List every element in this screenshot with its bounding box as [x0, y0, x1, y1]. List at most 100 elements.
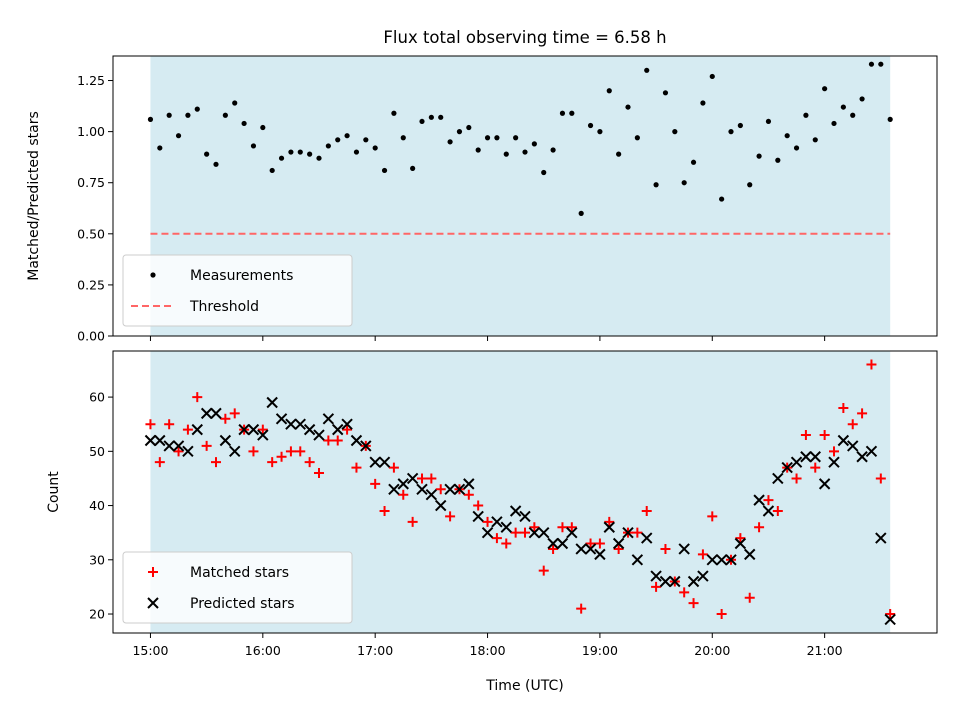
matched-star-point [192, 392, 203, 403]
predicted-star-point [884, 613, 896, 626]
measurement-point [204, 151, 210, 157]
matched-star-point [557, 522, 568, 533]
measurement-point [157, 145, 163, 151]
legend-plus-symbol [148, 567, 158, 577]
matched-star-point [398, 489, 409, 500]
x-tick-label: 16:00 [245, 643, 281, 658]
matched-star-point [473, 500, 484, 511]
predicted-star-point [800, 451, 812, 463]
predicted-star-point [481, 526, 494, 539]
predicted-star-point [547, 537, 559, 550]
matched-star-point [885, 609, 896, 620]
legend-box [122, 254, 353, 327]
predicted-star-point [163, 440, 175, 452]
matched-star-point [566, 522, 577, 533]
predicted-star-point [538, 526, 550, 539]
measurement-point [756, 153, 762, 159]
measurement-point [522, 149, 528, 155]
predicted-star-point [509, 505, 522, 517]
measurement-point [859, 96, 865, 102]
matched-star-point [154, 457, 165, 468]
measurement-point [700, 100, 706, 106]
predicted-star-point [378, 456, 391, 468]
legend-label: Measurements [190, 268, 293, 284]
measurement-point [644, 67, 650, 73]
measurement-point [822, 86, 828, 92]
matched-star-point [829, 446, 839, 457]
predicted-star-point [659, 575, 672, 588]
predicted-star-point [687, 575, 700, 588]
plot-frame [112, 55, 938, 337]
measurement-point [840, 104, 846, 110]
predicted-star-point [435, 499, 447, 512]
measurement-point [803, 112, 809, 118]
predicted-star-point [322, 413, 335, 425]
matched-star-point [285, 446, 296, 457]
predicted-star-point [594, 548, 606, 561]
matched-star-point [248, 446, 259, 457]
matched-star-point [800, 430, 811, 441]
measurement-point [372, 145, 378, 151]
predicted-star-point [219, 434, 232, 447]
measurement-point [269, 167, 275, 174]
measurement-point [391, 110, 397, 116]
predicted-star-point [622, 526, 634, 539]
measurement-point [887, 116, 893, 122]
matched-star-point [332, 435, 343, 446]
predicted-star-point [144, 434, 157, 447]
legend-label: Threshold [189, 299, 259, 315]
y-tick-label: 1.25 [77, 73, 105, 88]
predicted-star-point [584, 543, 597, 555]
predicted-star-point [875, 532, 887, 544]
predicted-star-point [865, 445, 878, 458]
predicted-star-point [697, 570, 709, 582]
matched-star-point [295, 446, 306, 457]
predicted-star-point [369, 456, 381, 468]
predicted-star-point [247, 423, 260, 436]
matched-star-point [651, 581, 662, 592]
predicted-star-point [847, 440, 859, 452]
matched-star-point [847, 419, 858, 430]
matched-star-point [201, 440, 212, 451]
measurement-point [878, 61, 884, 67]
measurement-point [578, 210, 584, 216]
predicted-star-point [341, 418, 353, 430]
matched-star-point [875, 473, 886, 484]
measurement-point [690, 159, 697, 165]
predicted-star-point [154, 434, 166, 447]
matched-star-point [604, 516, 615, 527]
measurement-point [812, 137, 818, 143]
matched-star-point [660, 543, 671, 554]
measurement-point [400, 135, 406, 141]
measurement-point [232, 100, 238, 106]
measurement-point [325, 143, 331, 149]
predicted-star-point [566, 526, 578, 539]
matched-star-point [491, 533, 502, 544]
predicted-star-point [313, 429, 325, 441]
measurement-point [419, 118, 425, 125]
measurement-point [569, 110, 575, 116]
matched-star-point [342, 424, 353, 435]
measurement-point [307, 151, 313, 157]
matched-star-point [576, 603, 587, 614]
measurement-point [278, 155, 285, 161]
matched-star-point [267, 457, 278, 468]
x-tick-label: 20:00 [694, 643, 730, 658]
predicted-star-point [472, 510, 484, 523]
matched-star-point [641, 505, 652, 516]
measurement-point [503, 151, 509, 157]
x-tick-label: 21:00 [807, 643, 843, 658]
measurement-point [737, 122, 743, 129]
measurement-point [587, 122, 594, 129]
measurement-point [606, 88, 612, 94]
measurement-point [672, 129, 678, 135]
matched-star-point [688, 598, 699, 609]
predicted-star-point [678, 543, 690, 555]
predicted-star-point [266, 396, 278, 409]
predicted-star-point [762, 505, 775, 517]
predicted-star-point [856, 451, 868, 463]
plot-frame [112, 350, 938, 634]
y-tick-label: 40 [89, 498, 105, 513]
measurement-point [531, 141, 537, 147]
